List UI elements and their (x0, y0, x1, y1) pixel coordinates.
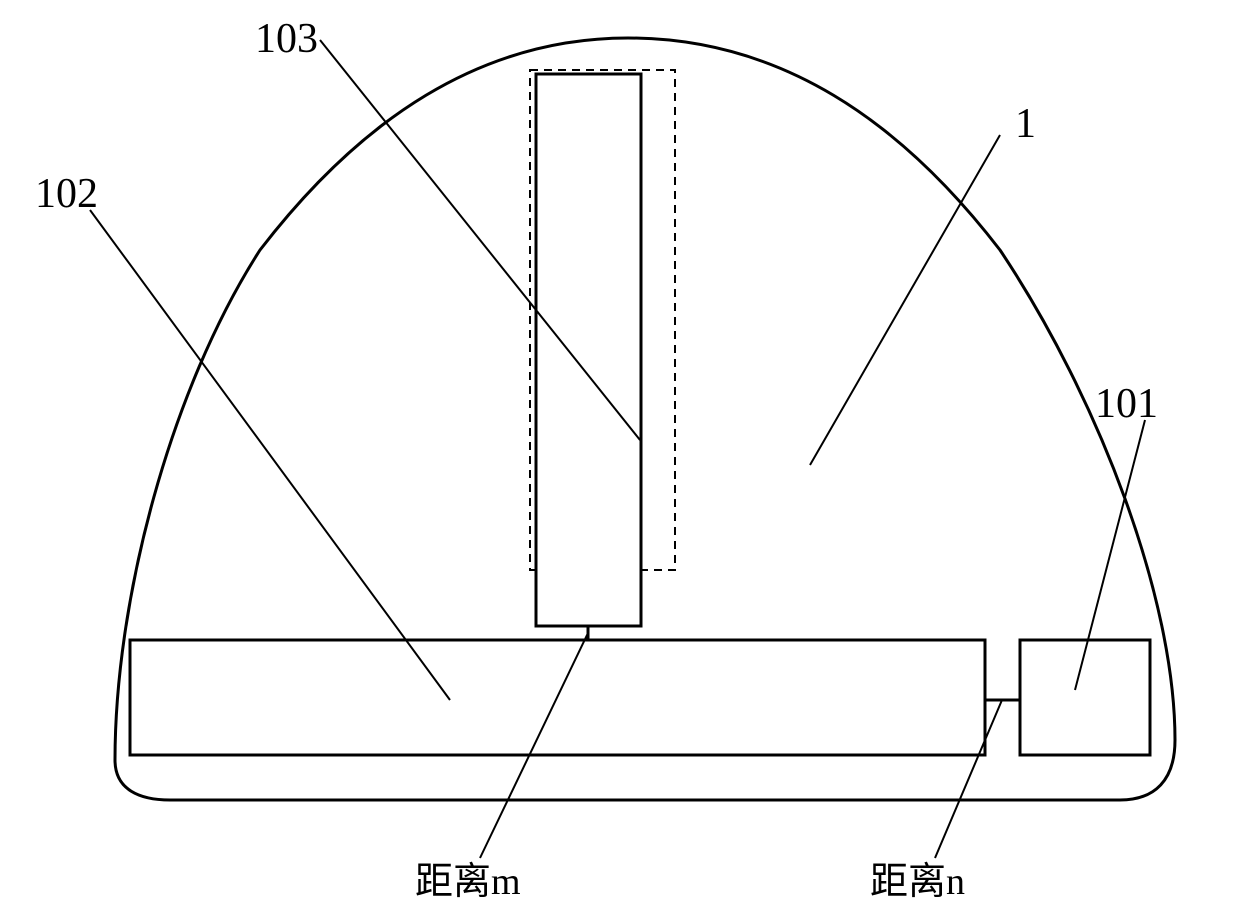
vertical-rect-inner (536, 74, 641, 626)
label-1: 1 (1015, 100, 1036, 148)
label-distance-m: 距离m (415, 850, 521, 905)
leader-m (480, 633, 588, 858)
label-102: 102 (35, 170, 98, 218)
label-distance-n: 距离n (870, 850, 965, 905)
label-101: 101 (1095, 380, 1158, 428)
outline-shape (115, 38, 1175, 800)
leader-1 (810, 135, 1000, 465)
diagram-container: 103 102 1 101 距离m 距离n (0, 0, 1240, 905)
small-rect (1020, 640, 1150, 755)
leader-102 (90, 210, 450, 700)
label-103: 103 (255, 15, 318, 63)
diagram-svg (0, 0, 1240, 905)
leader-n (935, 700, 1002, 858)
